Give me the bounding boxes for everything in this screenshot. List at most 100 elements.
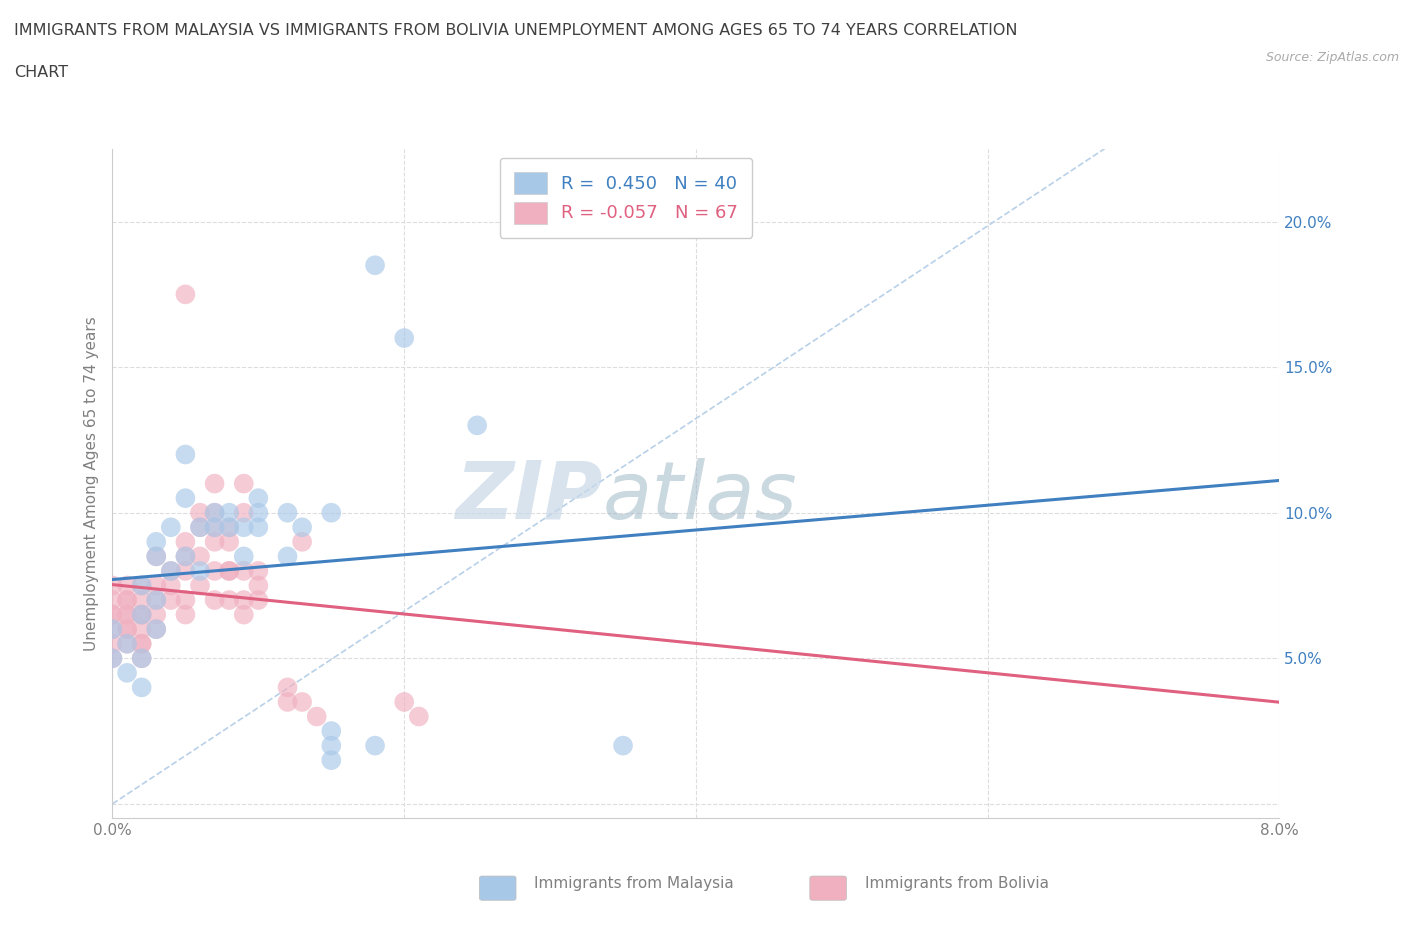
Text: IMMIGRANTS FROM MALAYSIA VS IMMIGRANTS FROM BOLIVIA UNEMPLOYMENT AMONG AGES 65 T: IMMIGRANTS FROM MALAYSIA VS IMMIGRANTS F… xyxy=(14,23,1018,38)
Point xyxy=(232,520,254,535)
Point xyxy=(115,592,138,607)
Text: Immigrants from Malaysia: Immigrants from Malaysia xyxy=(534,876,734,891)
Point xyxy=(115,636,138,651)
Point xyxy=(101,622,124,637)
Point xyxy=(612,738,634,753)
Point xyxy=(247,505,270,520)
Point xyxy=(160,520,183,535)
Point xyxy=(204,505,226,520)
Point xyxy=(160,564,183,578)
Point xyxy=(188,564,211,578)
Point xyxy=(101,592,124,607)
Point xyxy=(145,578,167,593)
Point xyxy=(232,476,254,491)
Point xyxy=(131,607,153,622)
Point xyxy=(218,535,240,550)
Point xyxy=(115,665,138,680)
Text: CHART: CHART xyxy=(14,65,67,80)
Legend: R =  0.450   N = 40, R = -0.057   N = 67: R = 0.450 N = 40, R = -0.057 N = 67 xyxy=(499,158,752,238)
Point xyxy=(247,578,270,593)
Point xyxy=(276,549,298,564)
Point xyxy=(232,564,254,578)
Point xyxy=(321,724,343,738)
Point xyxy=(115,636,138,651)
Point xyxy=(218,520,240,535)
Point xyxy=(204,535,226,550)
Point xyxy=(131,578,153,593)
Point xyxy=(131,636,153,651)
Point xyxy=(145,622,167,637)
Point xyxy=(145,592,167,607)
Point xyxy=(115,622,138,637)
Point xyxy=(204,592,226,607)
Point xyxy=(232,607,254,622)
Point xyxy=(131,636,153,651)
Point xyxy=(145,535,167,550)
Point xyxy=(115,578,138,593)
Point xyxy=(247,564,270,578)
Point xyxy=(174,535,197,550)
Point xyxy=(218,505,240,520)
Point xyxy=(218,564,240,578)
Point xyxy=(218,520,240,535)
Point xyxy=(247,592,270,607)
Point xyxy=(131,651,153,666)
Point xyxy=(232,592,254,607)
Point xyxy=(145,549,167,564)
Point xyxy=(131,607,153,622)
Point xyxy=(174,287,197,302)
Point xyxy=(160,592,183,607)
Point xyxy=(174,564,197,578)
Point xyxy=(174,592,197,607)
Point xyxy=(131,651,153,666)
Point xyxy=(174,447,197,462)
Point xyxy=(204,505,226,520)
Point xyxy=(276,680,298,695)
Point xyxy=(291,535,314,550)
Point xyxy=(276,695,298,710)
Point xyxy=(276,505,298,520)
Point xyxy=(145,622,167,637)
Point xyxy=(321,752,343,767)
Point xyxy=(160,564,183,578)
Point xyxy=(465,418,488,432)
Point xyxy=(188,549,211,564)
FancyBboxPatch shape xyxy=(810,876,846,900)
Point xyxy=(392,330,416,345)
Point xyxy=(408,709,430,724)
Point xyxy=(232,505,254,520)
Point xyxy=(101,607,124,622)
Point xyxy=(115,607,138,622)
Point xyxy=(204,520,226,535)
Point xyxy=(321,738,343,753)
Point xyxy=(218,564,240,578)
Point xyxy=(131,578,153,593)
Point xyxy=(131,680,153,695)
Point xyxy=(247,491,270,506)
Point xyxy=(218,592,240,607)
Point xyxy=(174,607,197,622)
Y-axis label: Unemployment Among Ages 65 to 74 years: Unemployment Among Ages 65 to 74 years xyxy=(83,316,98,651)
Point xyxy=(160,578,183,593)
Point xyxy=(101,651,124,666)
Point xyxy=(101,607,124,622)
Point xyxy=(364,738,387,753)
FancyBboxPatch shape xyxy=(479,876,516,900)
Point xyxy=(101,622,124,637)
Point xyxy=(115,622,138,637)
Point xyxy=(291,695,314,710)
Point xyxy=(204,564,226,578)
Point xyxy=(188,520,211,535)
Text: ZIP: ZIP xyxy=(456,458,603,536)
Point xyxy=(305,709,328,724)
Point xyxy=(145,549,167,564)
Point xyxy=(174,491,197,506)
Point xyxy=(145,607,167,622)
Point xyxy=(115,607,138,622)
Point xyxy=(115,592,138,607)
Point xyxy=(131,622,153,637)
Point xyxy=(188,505,211,520)
Point xyxy=(204,520,226,535)
Point xyxy=(131,592,153,607)
Point xyxy=(188,520,211,535)
